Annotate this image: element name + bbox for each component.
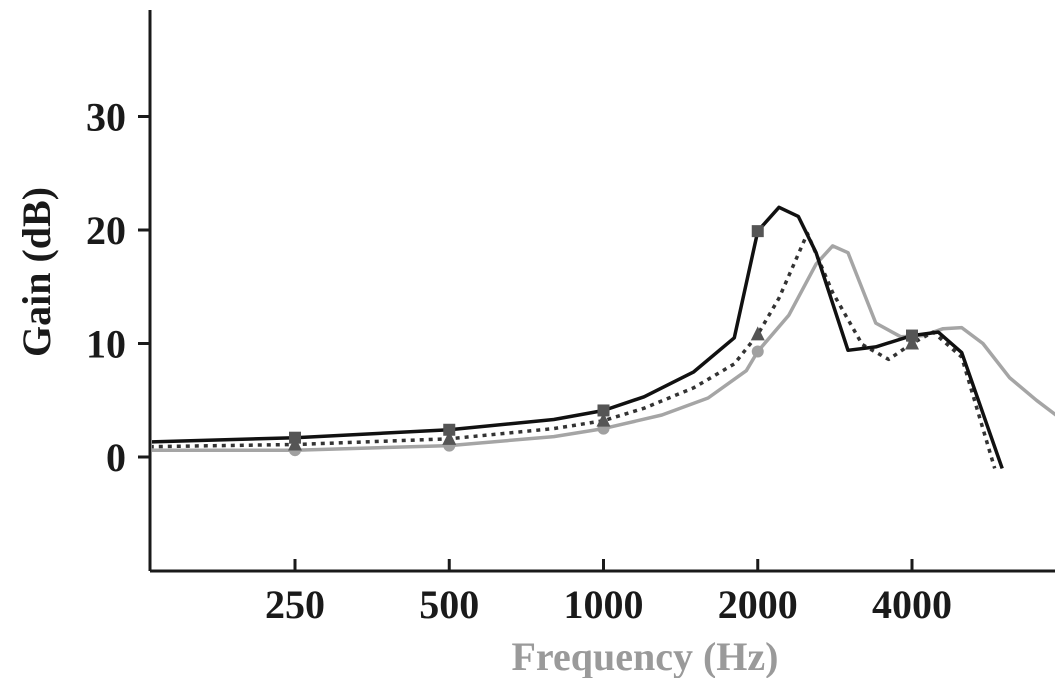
x-axis-title: Frequency (Hz) [512, 634, 779, 678]
y-axis-title: Gain (dB) [14, 187, 59, 357]
x-ticks: 250 500 1000 2000 4000 [265, 559, 952, 627]
x-tick-label: 1000 [564, 582, 644, 627]
series-line-2 [152, 231, 997, 469]
y-tick-label: 30 [86, 95, 126, 140]
series-2-marker [750, 326, 765, 341]
y-ticks: 0 10 20 30 [86, 95, 150, 480]
x-tick-label: 500 [419, 582, 479, 627]
y-tick-label: 10 [86, 322, 126, 367]
series-1-marker [289, 431, 301, 444]
x-tick-label: 2000 [718, 582, 798, 627]
series-2-marker [442, 430, 457, 445]
x-tick-label: 4000 [872, 582, 952, 627]
series-1-marker [443, 423, 456, 436]
x-tick-label: 250 [265, 582, 325, 627]
series-2-marker [905, 335, 919, 350]
series-1-marker [906, 329, 918, 342]
y-tick-label: 0 [106, 435, 126, 480]
series-2-marker [596, 412, 611, 427]
series-line-1 [152, 205, 1004, 469]
series-line-3 [152, 244, 1055, 452]
axes [148, 10, 1055, 573]
series-1-marker [597, 404, 610, 417]
series-3-marker [751, 345, 764, 358]
y-tick-label: 20 [86, 208, 126, 253]
series-layer [152, 205, 1055, 469]
series-1-marker [751, 225, 764, 238]
